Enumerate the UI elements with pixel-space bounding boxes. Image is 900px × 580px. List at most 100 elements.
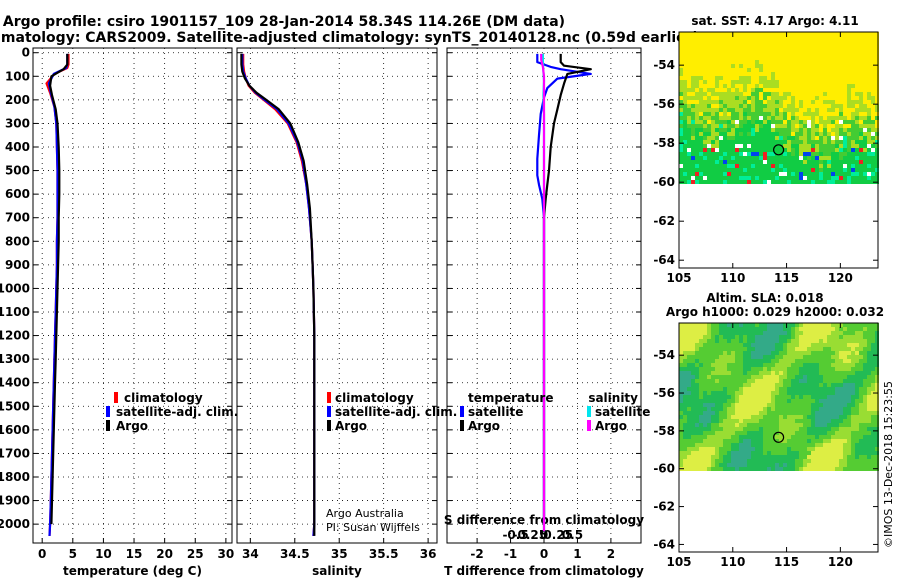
- map-cell: [719, 128, 723, 132]
- map-cell: [799, 32, 803, 36]
- map-cell: [735, 343, 739, 347]
- map-cell: [767, 435, 771, 439]
- legend-satellite-swatch: [327, 406, 331, 417]
- map-cell: [739, 467, 743, 471]
- map-cell: [799, 148, 803, 152]
- map-cell: [851, 136, 855, 140]
- map-cell: [847, 419, 851, 423]
- map-cell: [763, 379, 767, 383]
- map-cell: [771, 84, 775, 88]
- map-cell: [771, 76, 775, 80]
- map-cell: [863, 331, 867, 335]
- map-cell: [707, 407, 711, 411]
- map-cell: [731, 355, 735, 359]
- map-cell: [759, 104, 763, 108]
- map-cell: [743, 331, 747, 335]
- s-tick-label: 0: [540, 528, 548, 542]
- map-cell: [711, 407, 715, 411]
- map-cell: [843, 355, 847, 359]
- map-cell: [871, 363, 875, 367]
- map-cell: [767, 160, 771, 164]
- map-cell: [787, 387, 791, 391]
- map-cell: [795, 371, 799, 375]
- y-tick-label: 900: [5, 258, 30, 272]
- map-cell: [751, 64, 755, 68]
- map-cell: [871, 136, 875, 140]
- map-cell: [815, 132, 819, 136]
- map-cell: [679, 40, 683, 44]
- map-cell: [783, 351, 787, 355]
- map-cell: [699, 331, 703, 335]
- map-cell: [723, 80, 727, 84]
- map-cell: [835, 156, 839, 160]
- map-cell: [731, 116, 735, 120]
- map-cell: [811, 164, 815, 168]
- map-cell: [679, 323, 683, 327]
- map-cell: [791, 60, 795, 64]
- map-cell: [827, 172, 831, 176]
- map-cell: [707, 431, 711, 435]
- map-cell: [863, 160, 867, 164]
- map-cell: [871, 367, 875, 371]
- map-cell: [859, 92, 863, 96]
- map-cell: [787, 100, 791, 104]
- map-cell: [847, 32, 851, 36]
- map-cell: [851, 379, 855, 383]
- map-cell: [831, 403, 835, 407]
- map-cell: [779, 447, 783, 451]
- map-cell: [855, 379, 859, 383]
- map-cell: [823, 180, 827, 184]
- map-cell: [779, 451, 783, 455]
- map-cell: [823, 343, 827, 347]
- map-cell: [779, 411, 783, 415]
- map-cell: [747, 132, 751, 136]
- map-cell: [763, 407, 767, 411]
- map-cell: [703, 168, 707, 172]
- map-cell: [715, 68, 719, 72]
- map-cell: [807, 92, 811, 96]
- map-cell: [799, 116, 803, 120]
- map-cell: [751, 160, 755, 164]
- map-cell: [715, 140, 719, 144]
- map-cell: [731, 411, 735, 415]
- map-cell: [735, 355, 739, 359]
- map-cell: [819, 76, 823, 80]
- map-cell: [875, 367, 879, 371]
- map-cell: [759, 323, 763, 327]
- map-cell: [735, 84, 739, 88]
- map-cell: [763, 391, 767, 395]
- map-cell: [827, 92, 831, 96]
- map-cell: [831, 88, 835, 92]
- map-cell: [827, 132, 831, 136]
- map-cell: [855, 60, 859, 64]
- map-cell: [739, 172, 743, 176]
- map-cell: [799, 371, 803, 375]
- map-cell: [807, 399, 811, 403]
- map-y-tick-label: -56: [653, 386, 675, 400]
- map-cell: [787, 36, 791, 40]
- map-cell: [763, 80, 767, 84]
- map-cell: [823, 407, 827, 411]
- map-cell: [771, 383, 775, 387]
- map-cell: [815, 459, 819, 463]
- map-cell: [771, 423, 775, 427]
- legend-satellite-swatch: [106, 406, 110, 417]
- map-cell: [807, 439, 811, 443]
- map-cell: [867, 439, 871, 443]
- map-cell: [843, 427, 847, 431]
- map-cell: [699, 136, 703, 140]
- map-cell: [759, 140, 763, 144]
- map-cell: [839, 323, 843, 327]
- map-cell: [843, 128, 847, 132]
- map-cell: [707, 124, 711, 128]
- map-cell: [831, 64, 835, 68]
- map-cell: [683, 152, 687, 156]
- map-cell: [707, 363, 711, 367]
- map-cell: [835, 359, 839, 363]
- map-cell: [751, 423, 755, 427]
- map-cell: [679, 80, 683, 84]
- map-cell: [763, 419, 767, 423]
- map-cell: [795, 128, 799, 132]
- map-cell: [839, 327, 843, 331]
